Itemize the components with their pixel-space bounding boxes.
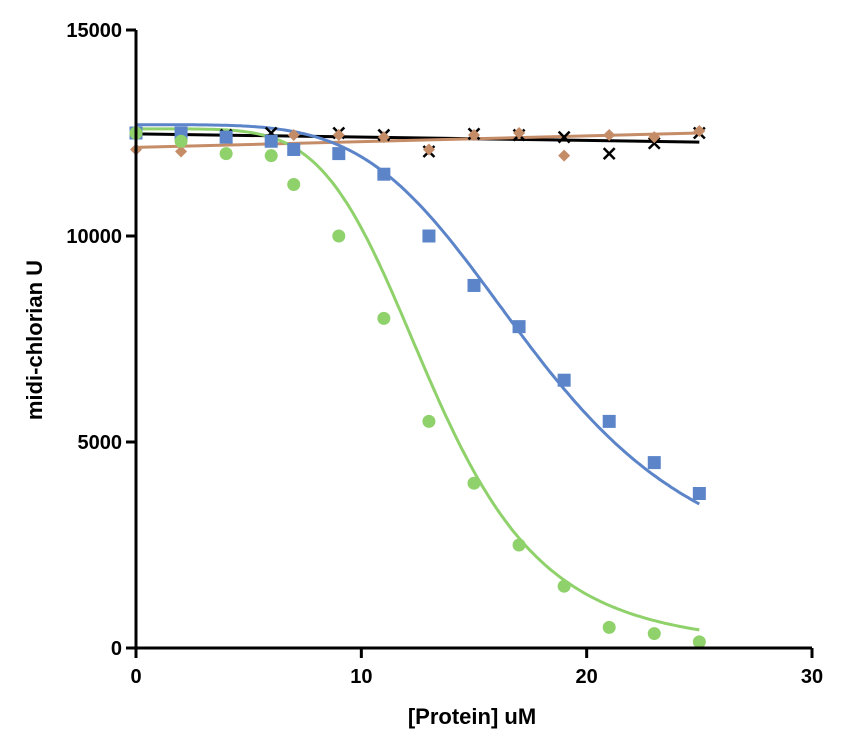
data-point: [603, 129, 616, 142]
y-tick-label: 10000: [66, 226, 122, 248]
x-tick-label: 30: [801, 666, 823, 688]
y-tick-label: 5000: [78, 432, 123, 454]
data-point: [647, 627, 661, 641]
axis-ticks: 0 10 20 30 0 5000 10000 15000: [66, 20, 823, 688]
data-point: [557, 130, 571, 144]
data-point: [468, 129, 480, 142]
data-point: [287, 142, 301, 156]
axes: [134, 30, 812, 650]
data-point: [287, 178, 301, 191]
data-point: [692, 487, 706, 500]
data-point: [332, 129, 345, 142]
data-point: [287, 129, 300, 142]
data-point: [558, 149, 571, 162]
data-point: [175, 145, 188, 158]
data-point: [219, 147, 233, 161]
y-axis-title: midi-chlorian U: [22, 260, 47, 420]
x-tick-label: 0: [130, 666, 141, 688]
data-point: [513, 127, 526, 139]
fit-curves: [135, 123, 701, 632]
data-point: [557, 579, 571, 593]
data-point: [467, 278, 481, 292]
y-tick-label: 0: [111, 638, 122, 660]
data-point: [602, 147, 616, 160]
data-point: [332, 229, 346, 243]
data-point: [332, 147, 346, 161]
fit-curve: [136, 123, 701, 506]
data-point: [174, 134, 188, 148]
data-point: [422, 143, 435, 156]
data-point: [377, 167, 391, 181]
data-point: [422, 414, 436, 428]
data-point: [512, 538, 526, 552]
data-point: [692, 635, 706, 649]
data-point: [512, 320, 526, 334]
data-point: [647, 456, 661, 470]
data-point: [693, 124, 706, 137]
data-point: [647, 136, 661, 150]
data-point: [377, 131, 390, 144]
data-point: [377, 311, 391, 325]
data-point: [264, 134, 278, 148]
data-point: [264, 149, 278, 163]
data-point: [557, 373, 571, 387]
data-markers: [129, 124, 706, 649]
y-tick-label: 15000: [66, 20, 122, 42]
x-axis-title: [Protein] uM: [408, 704, 536, 729]
x-tick-label: 10: [350, 666, 372, 688]
data-point: [602, 414, 616, 428]
x-tick-label: 20: [576, 666, 598, 688]
data-point: [467, 476, 481, 490]
data-point: [648, 131, 661, 144]
data-point: [219, 130, 233, 144]
data-point: [422, 229, 436, 243]
data-point: [602, 620, 616, 634]
